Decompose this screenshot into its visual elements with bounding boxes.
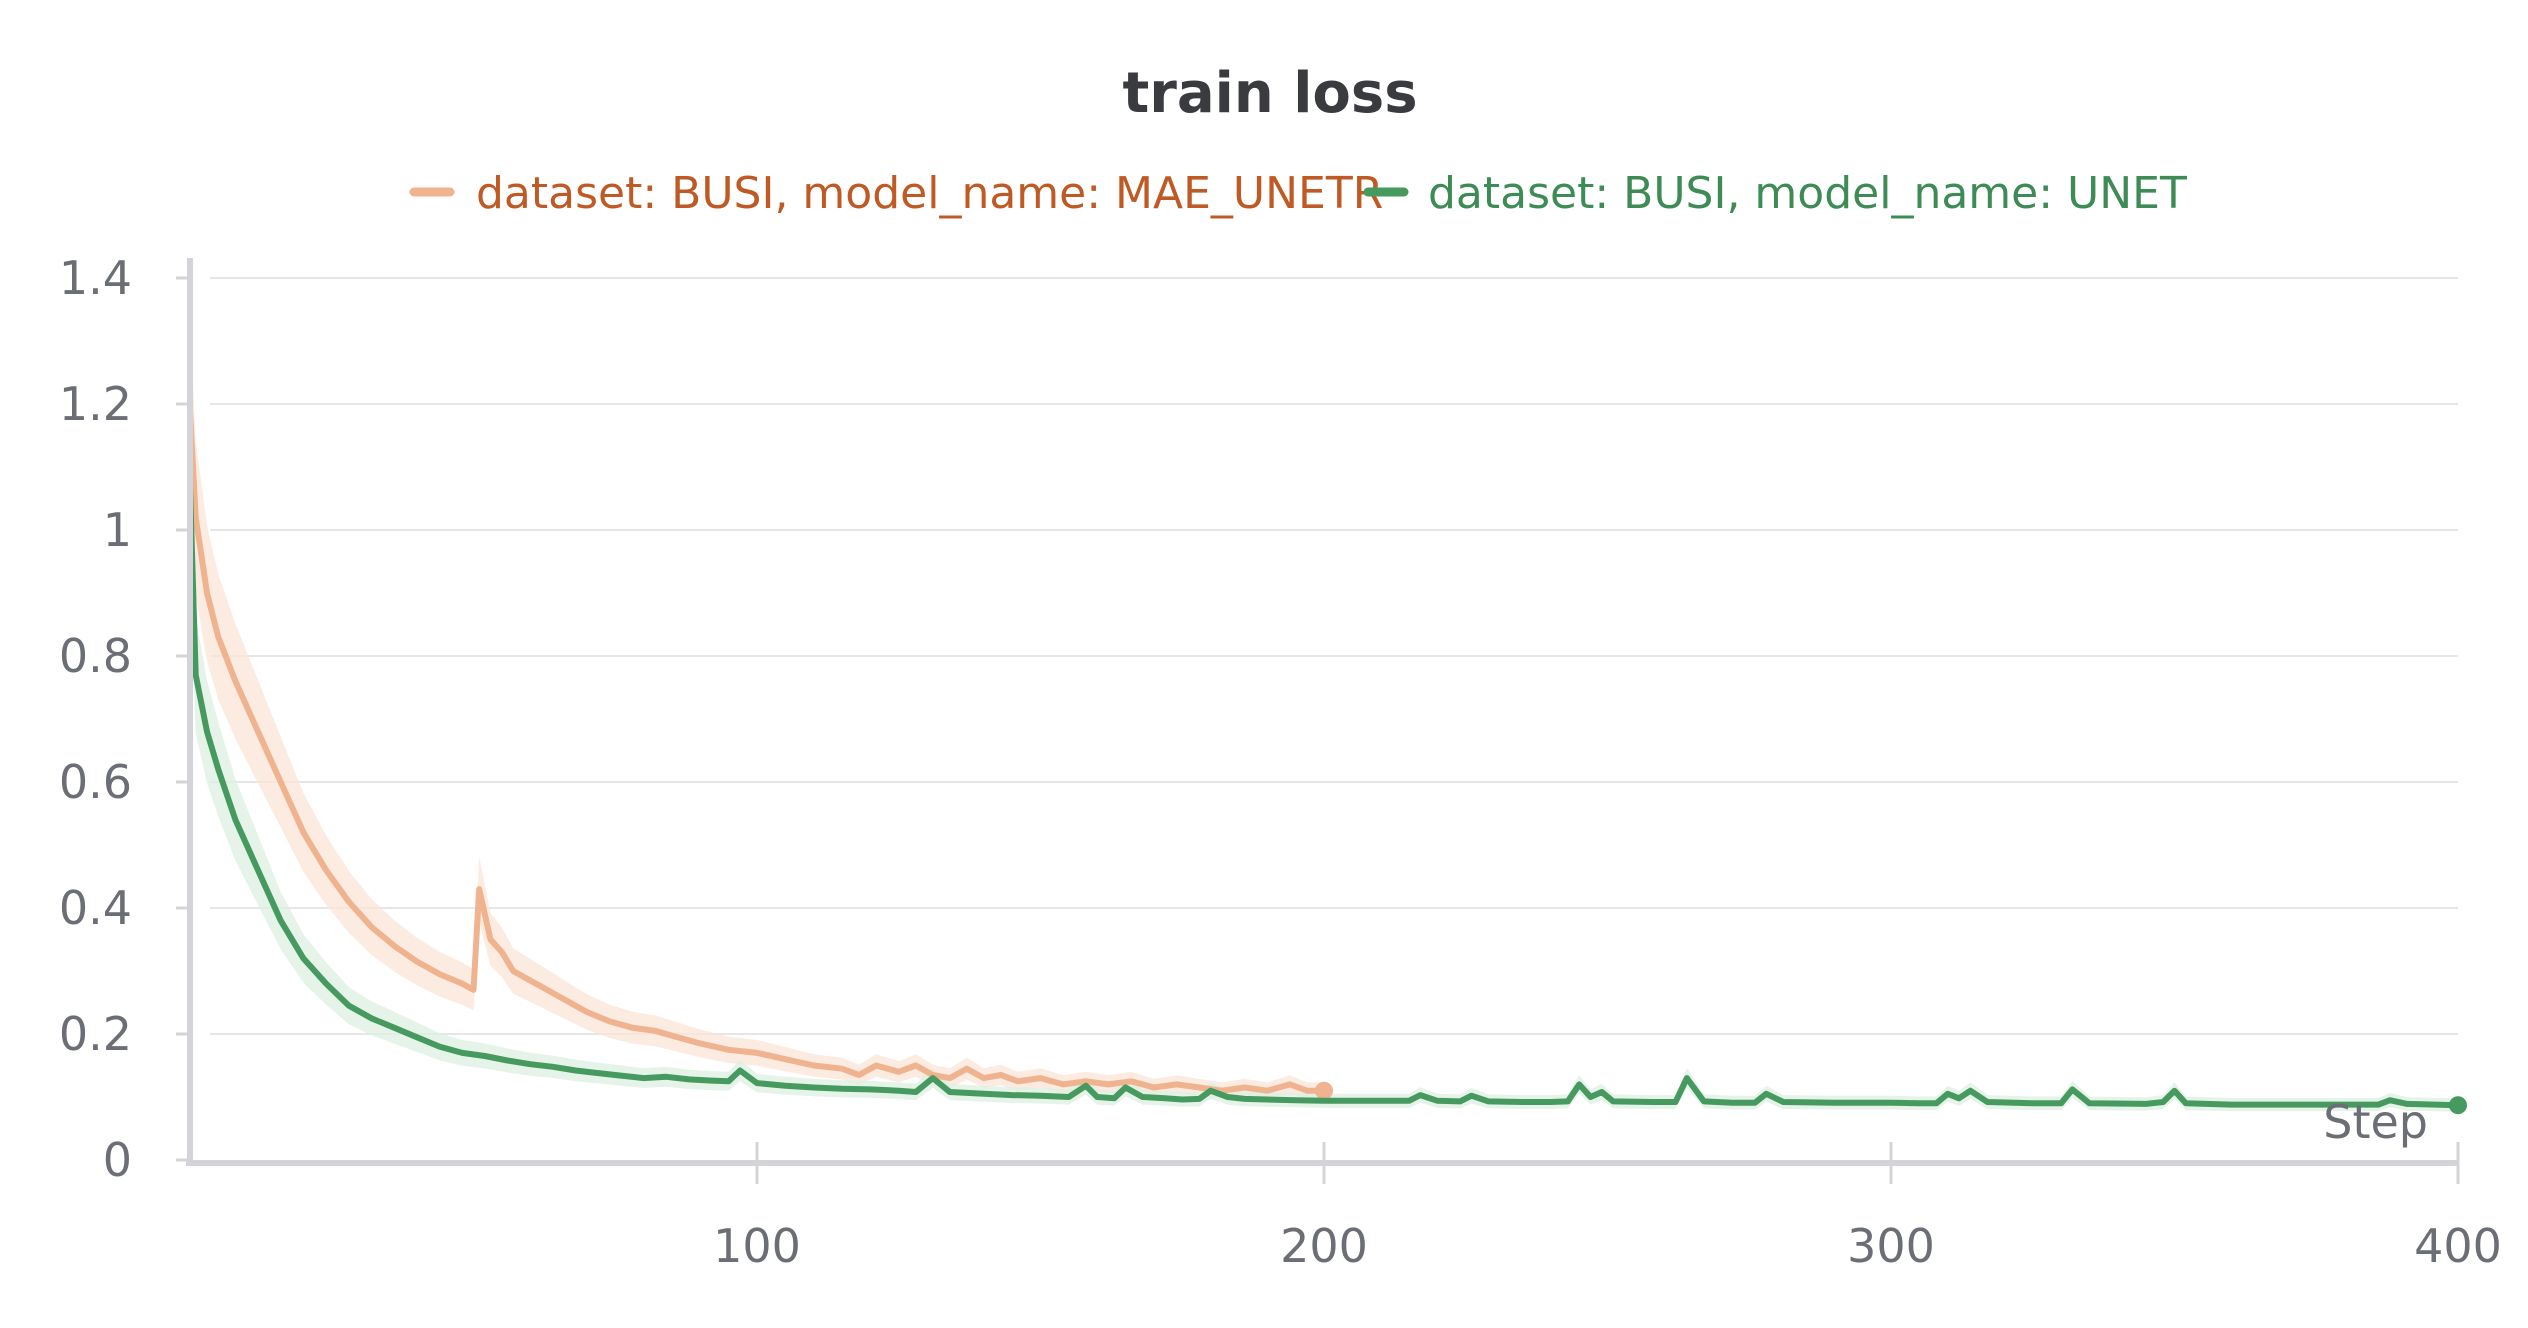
series-lines [187,407,2467,1115]
x-tick-label: 200 [1280,1219,1368,1273]
chart-title: train loss [1122,61,1417,126]
band-series-1 [190,405,2458,1112]
x-tick-label: 300 [1847,1219,1935,1273]
end-point-series-1[interactable] [2449,1096,2467,1115]
line-series-1[interactable] [187,482,2461,1109]
y-tick-label: 0.8 [59,629,132,683]
x-tick-labels: 100 200 300 400 [713,1219,2502,1273]
confidence-bands [190,320,2458,1112]
legend: dataset: BUSI, model_name: MAE_UNETR dat… [409,168,2187,219]
legend-label-mae-unetr: dataset: BUSI, model_name: MAE_UNETR [476,168,1383,219]
y-tick-label: 0.6 [59,755,132,809]
legend-label-unet: dataset: BUSI, model_name: UNET [1428,168,2187,219]
grid-lines [176,276,2460,1184]
y-tick-labels: 0 0.2 0.4 0.6 0.8 1 1.2 1.4 [59,251,132,1187]
x-tick-label: 100 [713,1219,801,1273]
y-tick-label: 1.4 [59,251,132,305]
end-point-series-0[interactable] [1315,1081,1333,1100]
x-tick-label: 400 [2414,1219,2502,1273]
y-tick-label: 0.4 [59,881,132,935]
y-tick-label: 0.2 [59,1007,132,1061]
line-series-0[interactable] [187,407,1327,1094]
axes [186,258,2458,1166]
legend-item-unet[interactable]: dataset: BUSI, model_name: UNET [1363,168,2187,219]
y-tick-label: 1 [103,503,132,557]
x-axis-label: Step [2323,1095,2428,1149]
y-tick-label: 0 [103,1133,132,1187]
legend-item-mae-unetr[interactable]: dataset: BUSI, model_name: MAE_UNETR [409,168,1383,219]
band-series-0 [190,320,1324,1099]
y-tick-label: 1.2 [59,377,132,431]
